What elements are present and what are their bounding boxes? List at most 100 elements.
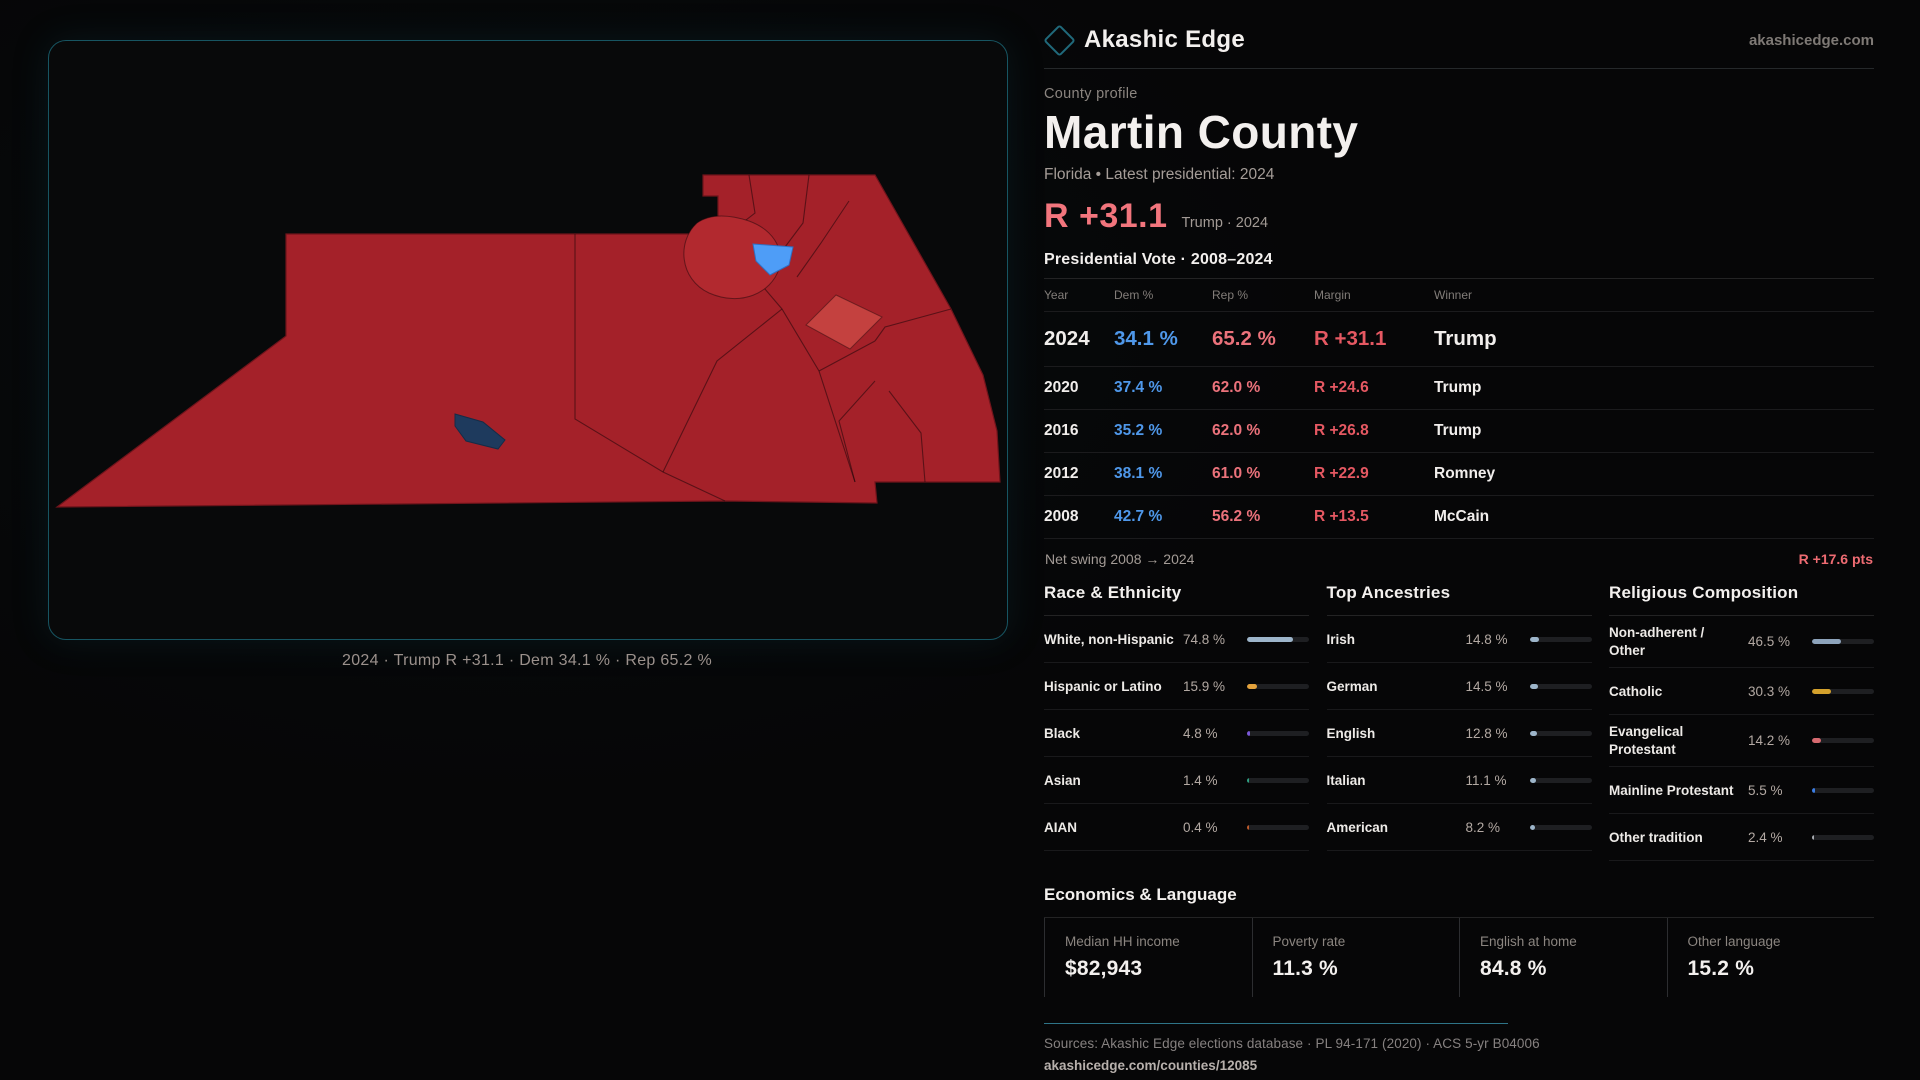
demo-row: Asian 1.4 % — [1044, 757, 1309, 805]
demo-row: Non-adherent / Other 46.5 % — [1609, 616, 1874, 669]
cell-dem-pct: 38.1 % — [1114, 465, 1163, 483]
cell-year: 2020 — [1044, 379, 1079, 397]
demo-row-bar-fill — [1247, 777, 1249, 783]
urban-cluster-precinct — [683, 215, 781, 300]
demo-row-bar-fill — [1247, 683, 1257, 689]
headline-margin-context: Trump · 2024 — [1181, 215, 1269, 232]
demo-section-title: Top Ancestries — [1326, 583, 1592, 617]
table-row: 2020 37.4 % 62.0 % R +24.6 Trump — [1044, 367, 1874, 411]
demo-section-title: Religious Composition — [1609, 583, 1874, 617]
stat-label: Median HH income — [1065, 934, 1180, 950]
col-rep: Rep % — [1212, 288, 1249, 303]
stat-label: Poverty rate — [1272, 934, 1346, 950]
sources-text: Sources: Akashic Edge elections database… — [1044, 1036, 1540, 1052]
net-swing-row: Net swing 2008 → 2024 R +17.6 pts — [1044, 539, 1874, 567]
demo-row-value: 14.8 % — [1465, 631, 1508, 647]
demo-row-label: Asian — [1044, 772, 1081, 788]
demo-row-label: Evangelical Protestant — [1609, 724, 1684, 757]
eyebrow-label: County profile — [1044, 86, 1138, 102]
demographics-columns: Race & Ethnicity White, non-Hispanic 74.8 … — [1044, 583, 1874, 862]
demo-row-bar — [1247, 683, 1309, 689]
demo-row: AIAN 0.4 % — [1044, 804, 1309, 852]
col-winner: Winner — [1434, 288, 1473, 303]
demo-row-bar-fill — [1812, 738, 1821, 744]
net-swing-value: R +17.6 pts — [1798, 551, 1873, 568]
cell-margin: R +26.8 — [1314, 422, 1369, 440]
demo-row: American 8.2 % — [1326, 804, 1592, 852]
county-permalink[interactable]: akashicedge.com/counties/12085 — [1044, 1058, 1258, 1074]
demo-row: White, non-Hispanic 74.8 % — [1044, 616, 1309, 664]
demo-row-bar-fill — [1247, 824, 1249, 830]
cell-dem-pct: 42.7 % — [1114, 508, 1163, 526]
demo-row-value: 2.4 % — [1748, 829, 1783, 845]
demo-row-label: Black — [1044, 725, 1081, 741]
map-caption: 2024 · Trump R +31.1 · Dem 34.1 % · Rep … — [342, 652, 712, 669]
col-margin: Margin — [1314, 288, 1351, 303]
headline-margin-value: R +31.1 — [1044, 197, 1168, 236]
cell-rep-pct: 65.2 % — [1212, 327, 1276, 351]
demo-row-bar — [1812, 787, 1874, 793]
demo-section: Top Ancestries Irish 14.8 % German 14.5 % Eng… — [1326, 583, 1592, 852]
demo-row-label: White, non-Hispanic — [1044, 631, 1174, 647]
demo-row-label: Italian — [1326, 772, 1366, 788]
cell-year: 2016 — [1044, 422, 1079, 440]
stat-cell: English at home 84.8 % — [1459, 918, 1667, 998]
demo-section: Religious Composition Non-adherent / Othe… — [1609, 583, 1874, 862]
stat-cell: Median HH income $82,943 — [1044, 918, 1252, 998]
demo-row-label: Catholic — [1609, 683, 1663, 699]
table-row: 2012 38.1 % 61.0 % R +22.9 Romney — [1044, 453, 1874, 497]
demo-row-bar — [1812, 738, 1874, 744]
cell-winner: Trump — [1434, 379, 1482, 397]
brand-site-link[interactable]: akashicedge.com — [1748, 31, 1874, 49]
blue-precinct — [752, 243, 794, 276]
stat-label: Other language — [1687, 934, 1781, 950]
stat-label: English at home — [1480, 934, 1577, 950]
demo-row-value: 4.8 % — [1183, 725, 1218, 741]
demo-row-value: 46.5 % — [1748, 634, 1791, 650]
stat-value: $82,943 — [1065, 957, 1143, 981]
cell-dem-pct: 37.4 % — [1114, 379, 1163, 397]
vote-table-body: 2024 34.1 % 65.2 % R +31.1 Trump 2020 37.4 % 62… — [1044, 312, 1874, 540]
cell-margin: R +22.9 — [1314, 465, 1369, 483]
demo-row-value: 14.2 % — [1748, 733, 1791, 749]
cell-winner: Romney — [1434, 465, 1496, 483]
cell-margin: R +24.6 — [1314, 379, 1369, 397]
cell-rep-pct: 56.2 % — [1212, 508, 1261, 526]
cell-winner: Trump — [1434, 422, 1482, 440]
demo-row-bar-fill — [1529, 683, 1539, 689]
demo-section: Race & Ethnicity White, non-Hispanic 74.8 … — [1044, 583, 1309, 852]
cell-margin: R +13.5 — [1314, 508, 1369, 526]
col-dem: Dem % — [1114, 288, 1154, 303]
demo-row-value: 1.4 % — [1183, 772, 1218, 788]
vote-table-header: Year Dem % Rep % Margin Winner — [1044, 279, 1874, 313]
stat-cell: Poverty rate 11.3 % — [1251, 918, 1460, 998]
demo-row-bar — [1529, 683, 1592, 689]
cell-rep-pct: 61.0 % — [1212, 465, 1261, 483]
county-profile-panel: Akashic Edge akashicedge.com County prof… — [1043, 23, 1874, 1075]
brand-header: Akashic Edge akashicedge.com — [1043, 23, 1874, 69]
demo-row-bar-fill — [1812, 688, 1831, 694]
brand-name: Akashic Edge — [1084, 26, 1245, 53]
net-swing-label: Net swing 2008 → 2024 — [1045, 551, 1195, 568]
demo-row-bar — [1247, 730, 1309, 736]
demo-row-bar — [1529, 824, 1592, 830]
stat-value: 15.2 % — [1687, 957, 1755, 981]
cell-winner: Trump — [1434, 327, 1497, 351]
county-map — [55, 174, 1001, 508]
table-row: 2008 42.7 % 56.2 % R +13.5 McCain — [1044, 496, 1874, 540]
demo-row-value: 5.5 % — [1748, 782, 1783, 798]
demo-row-label: Other tradition — [1609, 829, 1703, 845]
demo-row-label: AIAN — [1044, 819, 1077, 835]
demo-row-label: German — [1326, 678, 1378, 694]
demo-row-bar — [1247, 636, 1309, 642]
demo-row-label: Hispanic or Latino — [1044, 678, 1162, 694]
demo-row-value: 74.8 % — [1183, 631, 1226, 647]
stat-value: 84.8 % — [1480, 957, 1547, 981]
cell-dem-pct: 34.1 % — [1114, 327, 1178, 351]
light-red-precinct — [805, 294, 883, 350]
demo-row: Italian 11.1 % — [1326, 757, 1592, 805]
navy-precinct — [454, 413, 506, 450]
cell-margin: R +31.1 — [1314, 327, 1387, 351]
demo-row: German 14.5 % — [1326, 663, 1592, 711]
demo-row-value: 15.9 % — [1183, 678, 1226, 694]
